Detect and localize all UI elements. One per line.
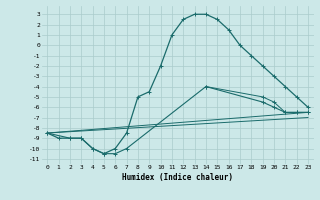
X-axis label: Humidex (Indice chaleur): Humidex (Indice chaleur) <box>122 173 233 182</box>
